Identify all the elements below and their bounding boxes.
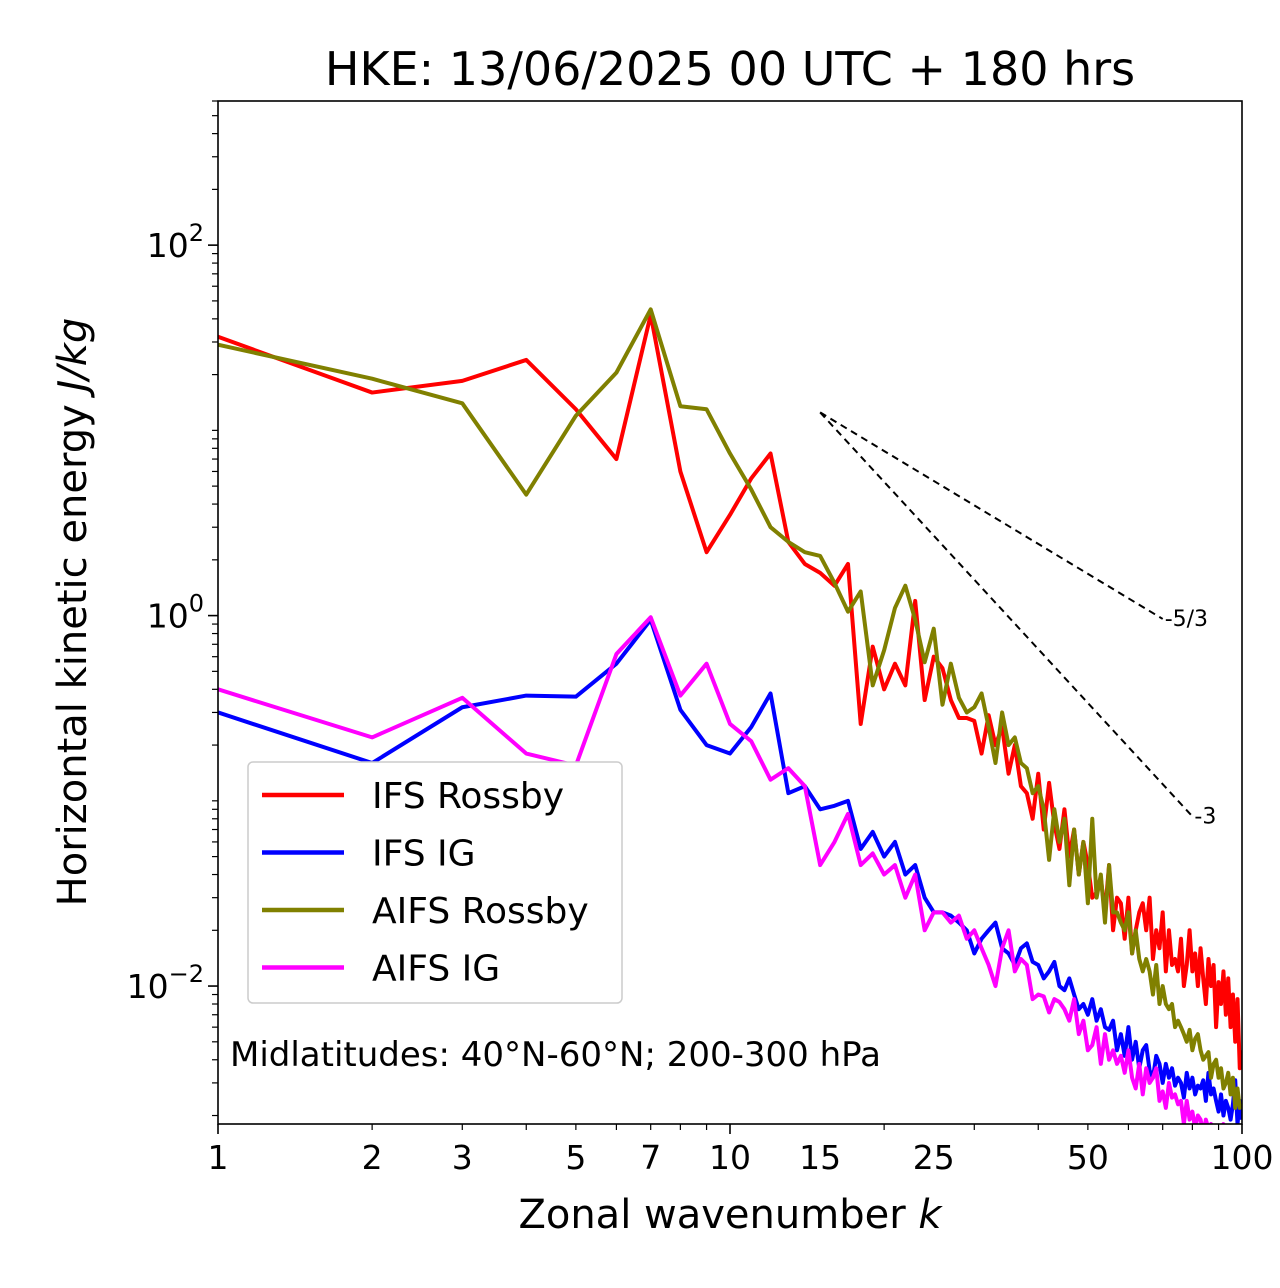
x-tick-label: 15 xyxy=(799,1138,841,1177)
x-tick-label: 5 xyxy=(565,1138,586,1177)
x-axis-label-text: Zonal wavenumber xyxy=(518,1192,906,1238)
series-line-aifs-ig xyxy=(218,615,1226,1124)
legend-label: IFS IG xyxy=(372,834,476,875)
reference-line-label-1: -3 xyxy=(1194,804,1216,829)
y-tick-label: 10−2 xyxy=(127,960,204,1006)
x-tick-label: 50 xyxy=(1067,1138,1109,1177)
x-tick-label: 25 xyxy=(913,1138,955,1177)
y-tick-label: 102 xyxy=(147,219,204,265)
y-axis-label-units: J/kg xyxy=(50,318,96,399)
chart-title: HKE: 13/06/2025 00 UTC + 180 hrs xyxy=(325,42,1135,96)
series-line-aifs-rossby xyxy=(218,307,1242,1110)
series-line-ifs-ig xyxy=(218,617,1242,1124)
x-axis-label: Zonal wavenumber k xyxy=(518,1192,943,1238)
region-annotation: Midlatitudes: 40°N-60°N; 200-300 hPa xyxy=(230,1035,881,1075)
x-tick-label: 100 xyxy=(1211,1138,1274,1177)
y-tick-label: 100 xyxy=(147,590,204,636)
reference-lines: -5/3 -3 xyxy=(819,411,1216,829)
x-axis-label-var: k xyxy=(918,1192,943,1238)
legend: IFS Rossby IFS IG AIFS Rossby AIFS IG xyxy=(247,761,623,1004)
y-axis-ticks: 102 100 10−2 xyxy=(127,100,218,1117)
x-tick-label: 3 xyxy=(452,1138,473,1177)
x-tick-label: 1 xyxy=(208,1138,229,1177)
legend-label: AIFS Rossby xyxy=(372,891,589,932)
x-axis-ticks: 1 2 3 5 7 10 15 25 50 100 xyxy=(208,1124,1274,1177)
legend-frame xyxy=(247,761,623,1004)
series-layer xyxy=(218,307,1242,1124)
legend-label: AIFS IG xyxy=(372,949,500,990)
legend-label: IFS Rossby xyxy=(372,776,564,817)
legend-entries: IFS Rossby IFS IG AIFS Rossby AIFS IG xyxy=(262,776,589,990)
reference-line-0 xyxy=(819,411,1164,620)
x-tick-label: 7 xyxy=(640,1138,661,1177)
y-axis-label-text: Horizontal kinetic energy xyxy=(50,404,96,906)
x-tick-label: 2 xyxy=(362,1138,383,1177)
reference-line-label-0: -5/3 xyxy=(1165,607,1208,632)
y-axis-label: Horizontal kinetic energy J/kg xyxy=(50,318,96,907)
x-tick-label: 10 xyxy=(709,1138,751,1177)
reference-line-1 xyxy=(819,411,1194,818)
